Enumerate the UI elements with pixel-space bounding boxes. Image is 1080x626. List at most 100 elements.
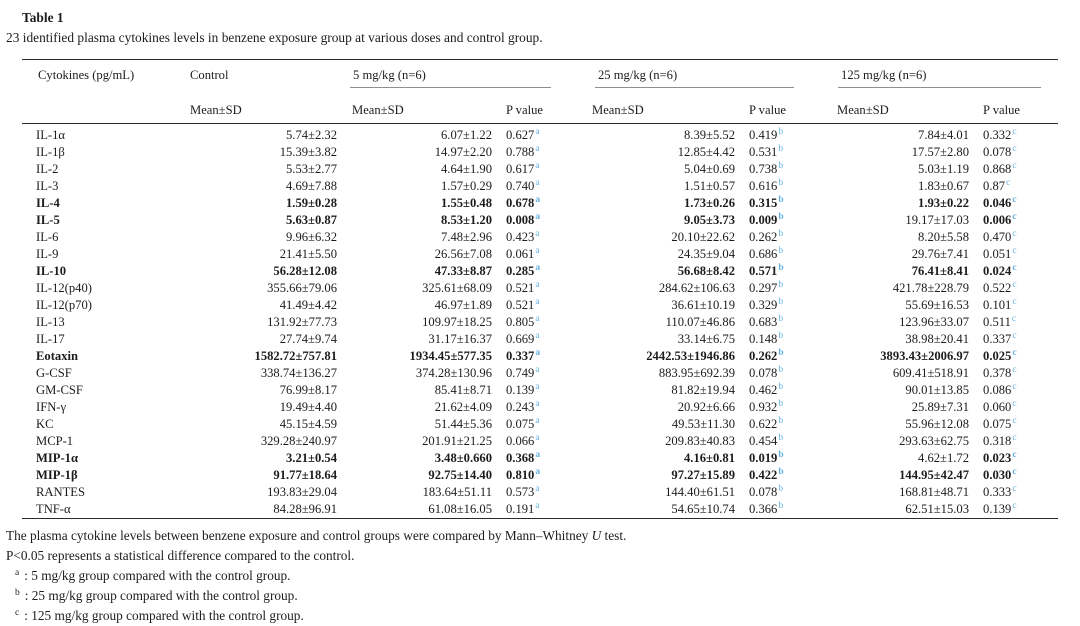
footnote-marker-link[interactable]: c: [1012, 364, 1017, 375]
footnote-marker-link[interactable]: b: [778, 245, 784, 256]
footnote-marker-link[interactable]: b: [778, 381, 784, 392]
footnote-marker-link[interactable]: b: [778, 364, 784, 375]
footnote-marker-link[interactable]: c: [1012, 415, 1017, 426]
footnote-marker-link[interactable]: b: [778, 313, 784, 324]
footnote-marker-link[interactable]: c: [1012, 432, 1017, 443]
footnote-marker-link[interactable]: b: [778, 194, 784, 205]
footnote-marker-link[interactable]: a: [535, 194, 541, 205]
footnote-marker-link[interactable]: a: [535, 245, 540, 256]
p-value-cell: 0.422b: [749, 466, 784, 482]
footnote-marker-link[interactable]: a: [535, 449, 541, 460]
footnote-marker-link[interactable]: a: [535, 347, 541, 358]
footnote-marker-link[interactable]: a: [535, 330, 540, 341]
footnote-marker-link[interactable]: b: [778, 296, 784, 307]
footnote-marker-link[interactable]: a: [535, 296, 540, 307]
footnote-marker-link[interactable]: c: [1012, 279, 1017, 290]
p-value-cell: 0.522c: [983, 279, 1017, 295]
mean-sd-cell: 110.07±46.86: [665, 315, 735, 329]
footnote-marker-link[interactable]: b: [778, 262, 784, 273]
footnote-item: b: 25 mg/kg group compared with the cont…: [15, 587, 298, 603]
footnote-marker-link[interactable]: a: [535, 432, 540, 443]
footnote-marker-link[interactable]: b: [778, 211, 784, 222]
footnote-marker-link[interactable]: b: [778, 415, 784, 426]
subheader-p-value: P value: [735, 98, 826, 124]
footnote-marker-link[interactable]: a: [535, 126, 540, 137]
footnote-marker-link[interactable]: b: [778, 500, 784, 511]
footnote-marker-link[interactable]: a: [535, 381, 540, 392]
table-row: IL-1α 5.74±2.32 6.07±1.22 0.627a 8.39±5.52 0.…: [22, 124, 1058, 145]
footnote-marker-link[interactable]: a: [535, 228, 540, 239]
footnote-marker-link[interactable]: b: [778, 398, 784, 409]
footnote-marker-link[interactable]: a: [535, 398, 540, 409]
footnote-marker-link[interactable]: c: [1012, 330, 1017, 341]
footnote-marker-link[interactable]: c: [1012, 466, 1017, 477]
footnote-marker-link[interactable]: a: [535, 364, 540, 375]
footnote-marker-link[interactable]: b: [778, 279, 784, 290]
subheader-p-value: P value: [969, 98, 1059, 124]
footnote-marker-link[interactable]: b: [778, 160, 784, 171]
footnote-significance: P<0.05 represents a statistical differen…: [6, 548, 355, 563]
footnote-marker-link[interactable]: b: [778, 143, 784, 154]
footnote-marker-link[interactable]: c: [1012, 160, 1017, 171]
footnote-marker-link[interactable]: a: [535, 313, 540, 324]
mean-sd-cell: 5.74±2.32: [286, 128, 337, 142]
footnote-marker-link[interactable]: b: [778, 126, 784, 137]
footnote-marker-link[interactable]: b: [778, 466, 784, 477]
footnote-marker-link[interactable]: a: [535, 211, 541, 222]
p-value-cell: 0.366b: [749, 500, 784, 516]
p-value-cell: 0.419b: [749, 126, 784, 142]
group-header-125mgkg: 125 mg/kg (n=6): [825, 60, 1058, 99]
group-header-25mgkg: 25 mg/kg (n=6): [582, 60, 825, 99]
footnote-marker-link[interactable]: a: [535, 415, 540, 426]
footnote-marker-link[interactable]: a: [535, 262, 541, 273]
footnote-marker-link[interactable]: c: [1012, 245, 1017, 256]
footnote-marker-link[interactable]: b: [778, 347, 784, 358]
mean-sd-cell: 7.84±4.01: [918, 128, 970, 142]
footnote-marker-link[interactable]: b: [778, 228, 784, 239]
footnote-marker-link[interactable]: c: [1012, 381, 1017, 392]
footnote-marker-link[interactable]: a: [535, 160, 540, 171]
p-value-cell: 0.078c: [983, 143, 1017, 159]
footnote-marker-link[interactable]: b: [778, 449, 784, 460]
footnote-marker-link[interactable]: a: [535, 500, 540, 511]
cytokine-name-cell: IFN-γ: [36, 400, 67, 414]
footnote-marker-link[interactable]: c: [1012, 500, 1017, 511]
footnote-marker-link[interactable]: c: [1012, 143, 1017, 154]
footnote-marker-link[interactable]: c: [1012, 194, 1017, 205]
mean-sd-cell: 8.53±1.20: [441, 213, 492, 227]
footnote-marker-link[interactable]: a: [535, 279, 540, 290]
p-value-cell: 0.573a: [506, 483, 540, 499]
p-value-cell: 0.531b: [749, 143, 784, 159]
footnote-marker-link[interactable]: c: [1012, 449, 1017, 460]
footnote-marker-link[interactable]: c: [1012, 347, 1017, 358]
footnote-marker-link[interactable]: b: [778, 483, 784, 494]
cytokine-name-cell: IL-17: [36, 332, 65, 346]
table-row: IL-10 56.28±12.08 47.33±8.87 0.285a 56.68±8.…: [22, 263, 1058, 280]
mean-sd-cell: 1.93±0.22: [918, 196, 970, 210]
cytokine-name-cell: IL-9: [36, 247, 59, 261]
group-header-label: 25 mg/kg (n=6): [598, 68, 678, 82]
footnote-marker-link[interactable]: b: [778, 177, 784, 188]
mean-sd-cell: 56.28±12.08: [273, 264, 337, 278]
footnote-marker-link[interactable]: c: [1012, 296, 1017, 307]
footnote-marker-link[interactable]: a: [535, 143, 540, 154]
footnote-marker-link[interactable]: a: [535, 483, 540, 494]
footnote-marker-link[interactable]: c: [1012, 126, 1017, 137]
footnote-marker-link[interactable]: c: [1012, 262, 1017, 273]
footnote-marker-link[interactable]: c: [1006, 177, 1011, 188]
table-caption: 23 identified plasma cytokines levels in…: [6, 30, 543, 45]
footnote-marker-link[interactable]: c: [1012, 483, 1017, 494]
footnote-marker-link[interactable]: a: [535, 466, 541, 477]
p-value-cell: 0.148b: [749, 330, 784, 346]
footnote-marker-link[interactable]: c: [1011, 313, 1017, 324]
footnote-marker-link[interactable]: a: [535, 177, 540, 188]
footnote-marker-link[interactable]: c: [1012, 211, 1017, 222]
footnote-marker-link[interactable]: c: [1012, 228, 1017, 239]
p-value-cell: 0.075c: [983, 415, 1017, 431]
footnote-marker-link[interactable]: b: [778, 432, 784, 443]
mean-sd-cell: 201.91±21.25: [422, 434, 492, 448]
table-footnotes: The plasma cytokine levels between benze…: [6, 526, 1058, 626]
mean-sd-cell: 31.17±16.37: [428, 332, 492, 346]
footnote-marker-link[interactable]: c: [1012, 398, 1017, 409]
footnote-marker-link[interactable]: b: [778, 330, 784, 341]
